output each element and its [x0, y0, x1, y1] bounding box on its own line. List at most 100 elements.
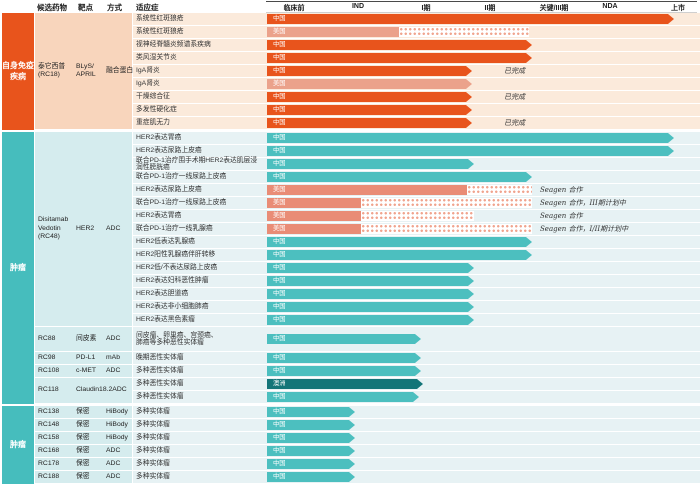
phase-track: 美国: [263, 78, 700, 90]
drug-info-cell: RC118 Claudin18.2 ADC: [35, 378, 132, 403]
bar-note: 已完成: [504, 93, 525, 101]
bar-note: Seagen 合作，I/II期计划中: [540, 225, 629, 233]
drug-info-cell: RC138 保密 HiBody: [35, 406, 132, 418]
pipeline-row: HER2表达黑色素瘤 中国: [133, 314, 700, 326]
phase-bar: 中国: [267, 105, 472, 115]
indication-cell: 多种实体瘤: [133, 419, 263, 431]
indication-cell: 联合PD-1治疗一线尿路上皮癌: [133, 171, 263, 183]
indication-rows: 多种实体瘤 中国: [133, 419, 700, 432]
phase-track: 中国: [263, 432, 700, 444]
indication-text: HER2表达尿路上皮癌: [136, 147, 202, 155]
target-cell: 间皮素: [76, 334, 97, 342]
bar-region-label: 中国: [273, 473, 286, 480]
indication-cell: 多种实体瘤: [133, 445, 263, 457]
bar-note: 已完成: [504, 67, 525, 75]
pipeline-section: 肿瘤 Disitamab Vedotin (RC48) HER2 ADC HER2表达胃…: [0, 132, 700, 404]
phase-bar: 中国: [267, 420, 355, 430]
phase-label-phase2: II期: [484, 5, 496, 12]
drug-info-cell: RC168 保密 ADC: [35, 445, 132, 457]
drug-group: RC88 间皮素 ADC 间皮瘤、卵巢癌、宫颈癌、 肺癌等多种恶性实体瘤 中国: [35, 327, 700, 352]
target-cell: 保密: [76, 433, 90, 441]
phase-bar: 中国: [267, 237, 532, 247]
bar-note: Seagen 合作，III期计划中: [540, 199, 626, 207]
indication-text: 多种实体瘤: [136, 434, 170, 442]
phase-label-market: 上市: [671, 5, 685, 12]
drug-group: RC188 保密 ADC 多种实体瘤 中国: [35, 471, 700, 484]
phase-label-phase1: I期: [421, 5, 431, 12]
indication-cell: 干燥综合征: [133, 91, 263, 103]
phase-track: 中国: [263, 391, 700, 403]
pipeline-row: IgA肾炎 美国: [133, 78, 700, 90]
indication-cell: 系统性红斑狼疮: [133, 13, 263, 25]
phase-bar-planned-segment: [361, 224, 532, 234]
phase-track: 中国: [263, 301, 700, 313]
bar-region-label: 中国: [273, 335, 286, 342]
drug-info-cell: RC158 保密 HiBody: [35, 432, 132, 444]
bar-region-label: 美国: [273, 199, 286, 206]
phase-bar: 中国: [267, 315, 474, 325]
column-header-indication: 适应症: [136, 3, 159, 12]
bar-region-label: 美国: [273, 225, 286, 232]
phase-bar-solid-segment: 美国: [267, 198, 361, 208]
indication-text: HER2表达黑色素瘤: [136, 316, 195, 324]
phase-bar-solid-segment: 美国: [267, 224, 361, 234]
bar-region-label: 中国: [273, 134, 286, 141]
phase-track: 中国: [263, 39, 700, 51]
phase-bar: 中国: [267, 433, 355, 443]
pipeline-row: 多种实体瘤 中国: [133, 419, 700, 431]
pipeline-row: 多种恶性实体瘤 澳洲: [133, 378, 700, 390]
phase-track: 中国: [263, 406, 700, 418]
bar-region-label: 中国: [273, 421, 286, 428]
phase-bar: 中国: [267, 263, 474, 273]
indication-cell: 系统性红斑狼疮: [133, 26, 263, 38]
pipeline-row: 晚期恶性实体瘤 中国: [133, 352, 700, 364]
indication-rows: 多种恶性实体瘤 中国: [133, 365, 700, 378]
indication-text: 类风湿关节炎: [136, 54, 177, 62]
phase-track: 中国: [263, 314, 700, 326]
indication-cell: HER2表达妇科恶性肿瘤: [133, 275, 263, 287]
indication-text: HER2低表达乳腺癌: [136, 238, 195, 246]
indication-cell: 联合PD-1治疗一线乳腺癌: [133, 223, 263, 235]
bar-region-label: 中国: [273, 290, 286, 297]
modality-cell: 融合蛋白: [106, 66, 134, 74]
phase-track: 中国: [263, 145, 700, 157]
bar-region-label: 中国: [273, 264, 286, 271]
indication-text: HER2表达胆道癌: [136, 290, 189, 298]
phase-label-pivotal3: 关键/III期: [539, 5, 569, 12]
indication-cell: 多种实体瘤: [133, 471, 263, 483]
indication-rows: 多种实体瘤 中国: [133, 458, 700, 471]
indication-rows: 间皮瘤、卵巢癌、宫颈癌、 肺癌等多种恶性实体瘤 中国: [133, 327, 700, 352]
phase-track: 中国: [263, 104, 700, 116]
indication-rows: 多种实体瘤 中国: [133, 406, 700, 419]
indication-rows: HER2表达胃癌 中国 HER2表达尿路上皮癌 中国 联合PD-1治疗围手术期HER2表…: [133, 132, 700, 327]
drug-group: RC178 保密 ADC 多种实体瘤 中国: [35, 458, 700, 471]
modality-cell: ADC: [112, 386, 127, 394]
drug-info-cell: RC98 PD-L1 mAb: [35, 352, 132, 364]
indication-cell: 多种恶性实体瘤: [133, 378, 263, 390]
indication-text: 联合PD-1治疗围手术期HER2表达肌层浸润性膀胱癌: [136, 156, 258, 171]
modality-cell: ADC: [106, 459, 121, 467]
phase-bar: 中国: [267, 66, 472, 76]
pipeline-row: 干燥综合征 中国 已完成: [133, 91, 700, 103]
bar-region-label: 中国: [273, 173, 286, 180]
indication-cell: HER2表达尿路上皮癌: [133, 184, 263, 196]
pipeline-row: 联合PD-1治疗围手术期HER2表达肌层浸润性膀胱癌 中国: [133, 156, 700, 171]
pipeline-row: 间皮瘤、卵巢癌、宫颈癌、 肺癌等多种恶性实体瘤 中国: [133, 327, 700, 351]
target-cell: HER2: [76, 224, 95, 232]
header-top-rule: [266, 1, 697, 2]
bar-region-label: 中国: [273, 238, 286, 245]
pipeline-row: 多种实体瘤 中国: [133, 432, 700, 444]
bar-note: Seagen 合作: [540, 212, 583, 220]
phase-track: 美国: [263, 26, 700, 38]
indication-text: HER2表达非小细胞肺癌: [136, 303, 209, 311]
phase-track: 中国: [263, 288, 700, 300]
target-cell: PD-L1: [76, 353, 96, 361]
indication-text: 多种恶性实体瘤: [136, 367, 184, 375]
indication-text: 多种实体瘤: [136, 473, 170, 481]
phase-bar: 中国: [267, 276, 474, 286]
bar-region-label: 美国: [273, 28, 286, 35]
pipeline-row: HER2表达胆道癌 中国: [133, 288, 700, 300]
indication-cell: 多种恶性实体瘤: [133, 391, 263, 403]
phase-track: 中国: [263, 327, 700, 351]
phase-bar: 中国: [267, 14, 674, 24]
